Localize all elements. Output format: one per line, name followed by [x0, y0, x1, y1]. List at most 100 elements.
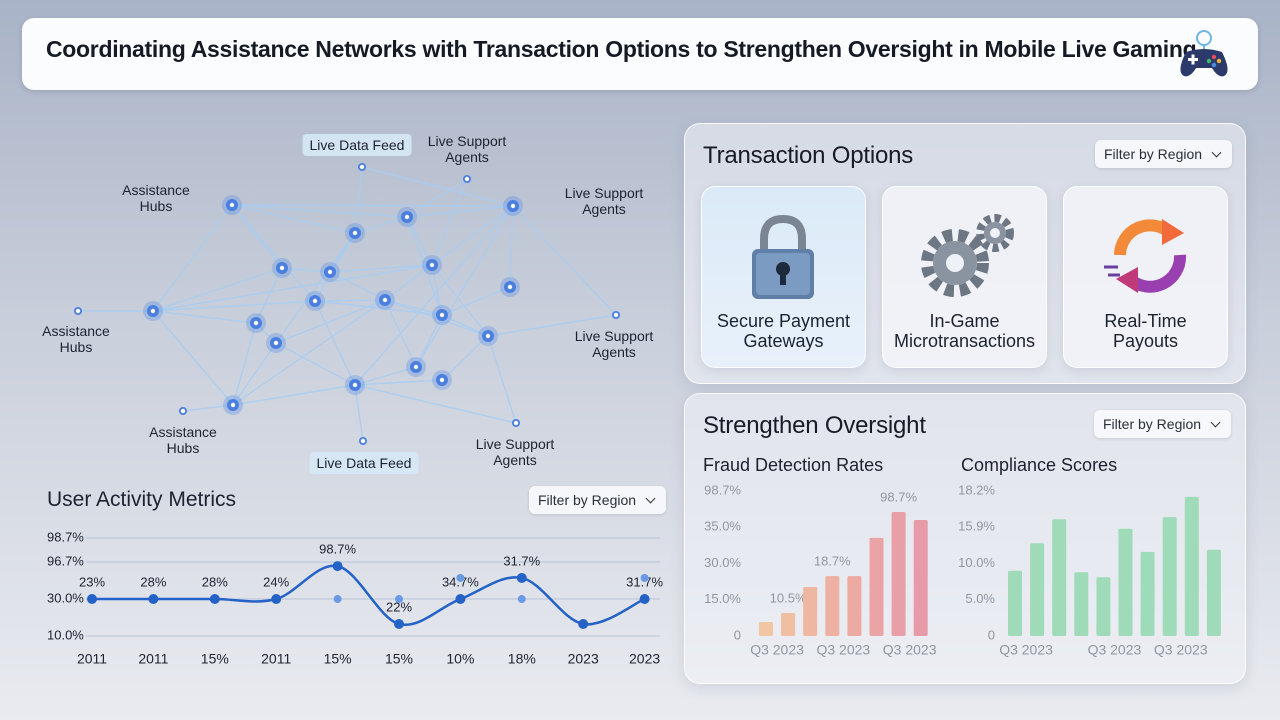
- chart-title: Fraud Detection Rates: [703, 455, 884, 475]
- node-label: Live Data Feed: [309, 452, 419, 474]
- controller-icon: [1180, 30, 1228, 77]
- option-label: Secure Payment Gateways: [716, 311, 851, 351]
- data-label: 98.7%: [319, 542, 356, 557]
- option-label: Real-Time Payouts: [1104, 311, 1187, 351]
- option-card[interactable]: Real-Time Payouts: [1063, 186, 1228, 368]
- network-edge: [152, 310, 257, 324]
- payout-icon: [1104, 219, 1187, 293]
- network-node-core: [613, 312, 619, 318]
- network-node-core: [404, 214, 410, 220]
- network-edge: [431, 264, 443, 316]
- data-point: [394, 618, 404, 629]
- x-tick-label: 2023: [568, 651, 599, 667]
- network-edge: [441, 335, 489, 381]
- network-edge: [354, 384, 517, 424]
- network-edge: [231, 204, 316, 302]
- data-point: [87, 594, 97, 605]
- network-edge: [431, 178, 468, 266]
- network-edge: [232, 322, 257, 406]
- node-label: Live Support Agents: [475, 436, 555, 468]
- gear-icon: [921, 214, 1014, 297]
- data-point: [516, 572, 527, 583]
- oversight-panel: Strengthen Oversight Filter by Region: [684, 393, 1246, 684]
- network-edge: [406, 178, 468, 218]
- network-node-core: [413, 364, 419, 370]
- x-tick-label: 15%: [324, 651, 352, 667]
- network-edge: [384, 299, 489, 337]
- chart-title: User Activity Metrics: [47, 488, 237, 511]
- network-edge: [487, 314, 617, 337]
- network-edge: [406, 205, 514, 218]
- data-label: 28%: [140, 574, 166, 589]
- x-tick-label: 18%: [508, 651, 536, 667]
- network-edge: [329, 271, 386, 301]
- network-edge: [361, 166, 514, 207]
- network-edge: [431, 264, 489, 337]
- network-node-core: [75, 308, 81, 314]
- option-card[interactable]: In-Game Microtransactions: [882, 186, 1047, 368]
- option-label: In-Game Microtransactions: [893, 311, 1036, 351]
- network-edge: [314, 232, 356, 302]
- network-edge: [487, 335, 517, 424]
- network-edge: [232, 384, 356, 406]
- network-node-core: [327, 269, 333, 275]
- network-node-core: [360, 438, 366, 444]
- header: Coordinating Assistance Networks with Tr…: [22, 18, 1258, 90]
- y-tick-label: 10.0%: [47, 627, 84, 642]
- network-edge: [152, 267, 283, 312]
- network-node-core: [485, 333, 491, 339]
- data-line: [92, 564, 646, 627]
- network-node-core: [273, 340, 279, 346]
- option-card[interactable]: Secure Payment Gateways: [701, 186, 866, 368]
- x-tick-label: 2023: [629, 651, 660, 667]
- network-edge: [281, 267, 331, 273]
- network-node-core: [312, 298, 318, 304]
- network-edge: [354, 216, 408, 234]
- node-label: Assistance Hubs: [42, 323, 110, 355]
- data-point: [578, 618, 589, 629]
- network-edge: [415, 205, 514, 368]
- network-edge: [354, 166, 363, 234]
- filter-dropdown[interactable]: Filter by Region: [1094, 410, 1232, 438]
- network-edge: [384, 264, 433, 301]
- network-edge: [152, 264, 433, 312]
- y-tick-label: 30.0%: [47, 590, 84, 605]
- network-node-core: [150, 308, 156, 314]
- data-label: 22%: [386, 599, 412, 614]
- data-point: [456, 573, 465, 582]
- network-node-core: [279, 265, 285, 271]
- node-label: Live Support Agents: [574, 328, 654, 360]
- page-title: Coordinating Assistance Networks with Tr…: [46, 36, 1197, 62]
- filter-dropdown[interactable]: Filter by Region: [1095, 140, 1233, 168]
- data-point: [517, 595, 526, 604]
- network-edge: [232, 299, 386, 406]
- data-label: 31.7%: [503, 553, 540, 568]
- network-edge: [415, 314, 443, 368]
- network-node-core: [439, 312, 445, 318]
- network-edge: [314, 300, 356, 386]
- network-node-core: [352, 382, 358, 388]
- data-point: [332, 561, 343, 572]
- network-edge: [512, 205, 617, 316]
- node-label: Assistance Hubs: [149, 424, 217, 456]
- network-node-core: [229, 202, 235, 208]
- data-label: 24%: [263, 574, 289, 589]
- network-edge: [275, 342, 356, 386]
- transaction-panel: Transaction Options Filter by Region Sec…: [684, 123, 1246, 384]
- network-edge: [431, 205, 514, 266]
- network-edge: [384, 299, 443, 316]
- data-point: [209, 594, 220, 605]
- network-edge: [182, 404, 234, 412]
- y-tick-label: 96.7%: [47, 553, 84, 568]
- data-label: 34.7%: [442, 574, 479, 589]
- x-tick-label: 2011: [261, 651, 291, 667]
- x-tick-label: 2011: [138, 651, 168, 667]
- network-edge: [231, 204, 408, 218]
- network-edge: [354, 384, 364, 442]
- filter-dropdown[interactable]: Filter by Region: [529, 486, 667, 514]
- network-node-core: [230, 402, 236, 408]
- network-edge: [441, 286, 511, 316]
- network-edge: [275, 299, 386, 344]
- network-edge: [231, 204, 356, 234]
- network-edge: [152, 310, 234, 406]
